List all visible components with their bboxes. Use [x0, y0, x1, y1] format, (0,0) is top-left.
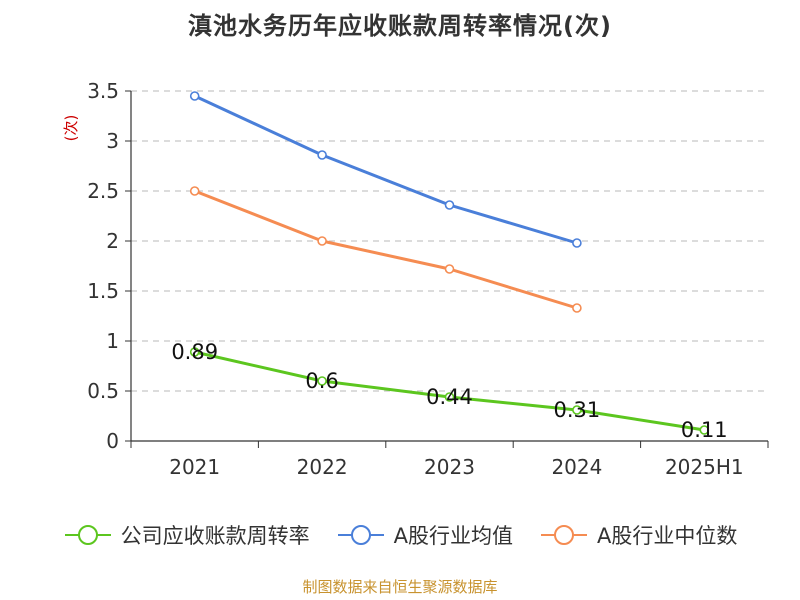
data-labels: 0.89 0.6 0.44 0.31 0.11 [171, 340, 727, 442]
legend-swatch-icon [541, 525, 587, 545]
data-label: 0.11 [681, 418, 728, 442]
data-point [317, 236, 327, 246]
data-point [189, 186, 200, 196]
legend-item[interactable]: 公司应收账款周转率 [63, 520, 310, 550]
legend-label: A股行业均值 [393, 524, 513, 548]
axes: 0 0.5 1 1.5 2 2.5 3 3.5 2021 2022 2023 2024 2025H1 [87, 79, 769, 479]
x-tick-label: 2022 [297, 455, 348, 479]
series-line [194, 189, 578, 310]
y-tick-label: 3.5 [87, 79, 119, 103]
data-label: 0.31 [554, 398, 601, 422]
series-line [194, 94, 578, 245]
data-point [317, 376, 327, 386]
y-tick-label: 0 [106, 429, 119, 453]
data-point [189, 347, 200, 357]
legend-label: A股行业中位数 [597, 524, 738, 548]
chart-title: 滇池水务历年应收账款周转率情况(次) [188, 12, 612, 40]
data-point [444, 200, 455, 210]
data-point [189, 91, 200, 101]
x-tick-label: 2024 [551, 455, 602, 479]
legend-label: 公司应收账款周转率 [120, 524, 310, 548]
data-point [699, 425, 710, 435]
y-tick-label: 1 [106, 329, 119, 353]
legend-item[interactable]: A股行业均值 [336, 520, 513, 550]
y-tick-label: 2 [106, 229, 119, 253]
grid-lines [131, 90, 768, 392]
y-tick-label: 0.5 [87, 379, 119, 403]
series-group [189, 91, 710, 435]
x-tick-label: 2023 [424, 455, 475, 479]
data-source-note: 制图数据来自恒生聚源数据库 [302, 578, 498, 596]
legend-swatch-icon [337, 525, 384, 545]
legend-swatch-icon [64, 525, 111, 545]
data-point [572, 303, 582, 313]
y-axis-label: (次) [62, 115, 80, 142]
data-label: 0.89 [171, 340, 218, 364]
data-point [444, 392, 455, 402]
data-label: 0.6 [305, 369, 338, 393]
data-point [317, 150, 327, 160]
data-point [444, 264, 455, 274]
x-tick-label: 2025H1 [665, 455, 744, 479]
legend-item[interactable]: A股行业中位数 [539, 520, 737, 550]
y-tick-label: 1.5 [87, 279, 119, 303]
y-tick-label: 3 [106, 129, 119, 153]
y-tick-label: 2.5 [87, 179, 119, 203]
data-label: 0.44 [426, 385, 473, 409]
data-point [572, 238, 582, 248]
x-tick-label: 2021 [169, 455, 220, 479]
data-point [572, 405, 582, 415]
legend: 公司应收账款周转率 A股行业均值 A股行业中位数 [0, 520, 800, 550]
